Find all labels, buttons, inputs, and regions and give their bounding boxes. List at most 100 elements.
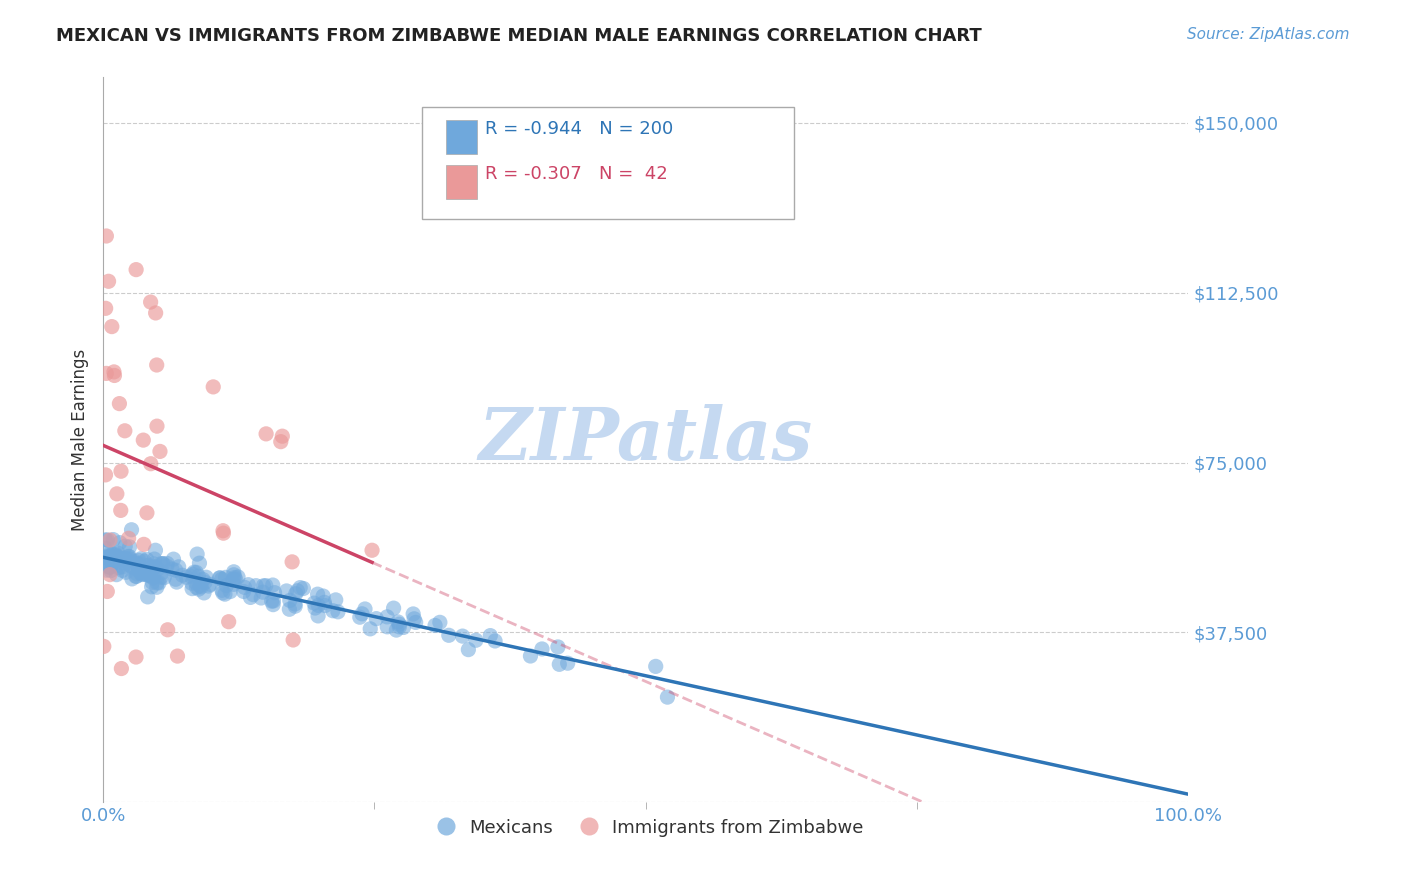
Point bbox=[429, 615, 451, 630]
Point bbox=[96, 229, 118, 244]
Point bbox=[108, 550, 131, 565]
Point bbox=[139, 457, 162, 471]
Point bbox=[262, 594, 284, 608]
Point bbox=[186, 547, 208, 561]
Point bbox=[290, 581, 312, 595]
Text: Source: ZipAtlas.com: Source: ZipAtlas.com bbox=[1187, 27, 1350, 42]
Point bbox=[160, 562, 183, 576]
Point bbox=[657, 690, 679, 705]
Point bbox=[245, 579, 267, 593]
Point bbox=[110, 661, 132, 675]
Point bbox=[98, 533, 121, 547]
Point bbox=[226, 570, 249, 584]
Point bbox=[145, 306, 167, 320]
Point bbox=[128, 557, 150, 571]
Point bbox=[112, 556, 135, 570]
Point bbox=[125, 650, 148, 665]
Point bbox=[262, 578, 284, 592]
Point bbox=[202, 380, 225, 394]
Point bbox=[143, 557, 166, 571]
Point bbox=[156, 557, 179, 571]
Point bbox=[117, 552, 139, 566]
Point bbox=[188, 556, 211, 570]
Point bbox=[211, 583, 233, 598]
Point bbox=[484, 634, 506, 648]
Point bbox=[118, 558, 141, 573]
Point bbox=[252, 579, 274, 593]
Point bbox=[222, 577, 245, 591]
Point bbox=[212, 524, 235, 538]
Point bbox=[98, 560, 121, 574]
Point bbox=[93, 550, 115, 565]
Point bbox=[100, 564, 122, 578]
Point bbox=[114, 539, 136, 553]
Point bbox=[405, 615, 427, 630]
Point bbox=[451, 629, 474, 643]
Point bbox=[104, 548, 127, 562]
Point bbox=[423, 618, 446, 632]
Point bbox=[252, 585, 274, 599]
Point bbox=[385, 623, 408, 637]
Text: R = -0.944   N = 200: R = -0.944 N = 200 bbox=[485, 120, 673, 138]
Point bbox=[129, 566, 152, 580]
Point bbox=[97, 550, 120, 565]
Point bbox=[233, 581, 256, 595]
Point bbox=[322, 604, 344, 618]
Point bbox=[136, 568, 159, 582]
Point bbox=[281, 632, 304, 647]
Point bbox=[404, 612, 426, 626]
Point bbox=[354, 602, 377, 616]
Point bbox=[284, 597, 307, 611]
Point bbox=[143, 552, 166, 566]
Point bbox=[121, 572, 143, 586]
Point bbox=[195, 570, 218, 584]
Point bbox=[242, 588, 264, 602]
Point bbox=[387, 615, 409, 629]
Point bbox=[312, 589, 335, 603]
Point bbox=[548, 657, 571, 672]
Point bbox=[97, 551, 120, 566]
Point bbox=[111, 559, 134, 574]
Point bbox=[326, 605, 349, 619]
Point bbox=[128, 564, 150, 578]
Text: ZIPatlas: ZIPatlas bbox=[478, 404, 813, 475]
Point bbox=[165, 563, 187, 577]
Point bbox=[135, 506, 157, 520]
Point bbox=[117, 549, 139, 564]
Point bbox=[125, 557, 148, 571]
Point bbox=[98, 567, 121, 582]
Point bbox=[314, 599, 336, 613]
Point bbox=[108, 552, 131, 566]
Point bbox=[366, 612, 388, 626]
Point bbox=[166, 575, 188, 590]
Point bbox=[222, 572, 245, 586]
Point bbox=[214, 587, 236, 601]
Point bbox=[457, 642, 479, 657]
Point bbox=[143, 560, 166, 574]
Point bbox=[108, 553, 131, 567]
Point bbox=[278, 602, 301, 616]
Point bbox=[108, 396, 131, 410]
Point bbox=[118, 552, 141, 566]
Point bbox=[162, 552, 184, 566]
Point bbox=[519, 648, 541, 663]
Point bbox=[349, 610, 371, 624]
Point bbox=[263, 585, 285, 599]
Point bbox=[139, 564, 162, 578]
Point bbox=[110, 464, 132, 478]
Point bbox=[135, 566, 157, 580]
Point bbox=[166, 649, 188, 664]
Point bbox=[111, 563, 134, 577]
Point bbox=[181, 567, 204, 582]
Point bbox=[167, 559, 190, 574]
Point bbox=[224, 570, 246, 584]
Point bbox=[224, 572, 246, 586]
Point bbox=[98, 547, 121, 561]
Point bbox=[121, 523, 143, 537]
Point bbox=[149, 444, 172, 458]
Point bbox=[238, 577, 260, 591]
Point bbox=[148, 575, 170, 590]
Point bbox=[125, 566, 148, 581]
Point bbox=[392, 620, 415, 634]
Point bbox=[287, 583, 309, 598]
